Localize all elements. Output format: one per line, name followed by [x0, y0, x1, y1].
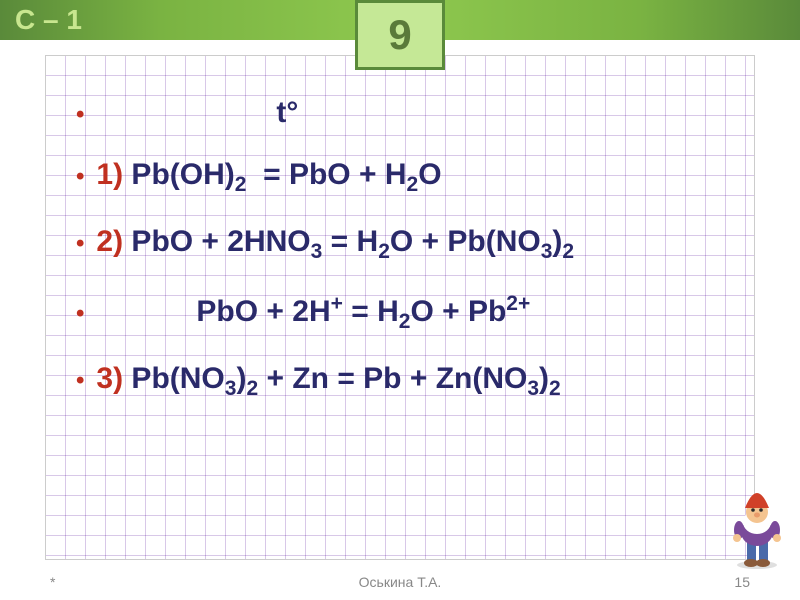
- equations-block: • t° • 1) Pb(OH)2 = PbO + H2O • 2) PbO +…: [76, 96, 734, 401]
- equation-text: PbO + 2H+ = H2O + Pb2+: [196, 292, 530, 334]
- footer-author: Оськина Т.А.: [359, 574, 442, 590]
- bullet-icon: •: [76, 367, 84, 395]
- condition-text: t°: [276, 96, 298, 130]
- footer-page: 15: [734, 574, 750, 590]
- equation-condition: • t°: [76, 96, 734, 130]
- equation-text: Pb(OH)2 = PbO + H2O: [123, 158, 441, 197]
- equation-2: • 2) PbO + 2HNO3 = H2O + Pb(NO3)2: [76, 225, 734, 264]
- score-value: 9: [388, 11, 411, 59]
- gnome-icon: [725, 480, 790, 570]
- score-box: 9: [355, 0, 445, 70]
- bullet-icon: •: [76, 163, 84, 191]
- bullet-icon: •: [76, 230, 84, 258]
- equation-number: 2): [96, 225, 123, 259]
- equation-text: PbO + 2HNO3 = H2O + Pb(NO3)2: [123, 225, 574, 264]
- equation-2-ionic: • PbO + 2H+ = H2O + Pb2+: [76, 292, 734, 334]
- equation-1: • 1) Pb(OH)2 = PbO + H2O: [76, 158, 734, 197]
- equation-text: Pb(NO3)2 + Zn = Pb + Zn(NO3)2: [123, 362, 561, 401]
- content-grid: • t° • 1) Pb(OH)2 = PbO + H2O • 2) PbO +…: [45, 55, 755, 560]
- equation-number: 3): [96, 362, 123, 396]
- header-title: С – 1: [15, 4, 82, 36]
- equation-number: 1): [96, 158, 123, 192]
- equation-3: • 3) Pb(NO3)2 + Zn = Pb + Zn(NO3)2: [76, 362, 734, 401]
- footer-date: *: [50, 574, 55, 590]
- footer: * Оськина Т.А. 15: [0, 574, 800, 590]
- bullet-icon: •: [76, 300, 84, 328]
- bullet-icon: •: [76, 101, 84, 129]
